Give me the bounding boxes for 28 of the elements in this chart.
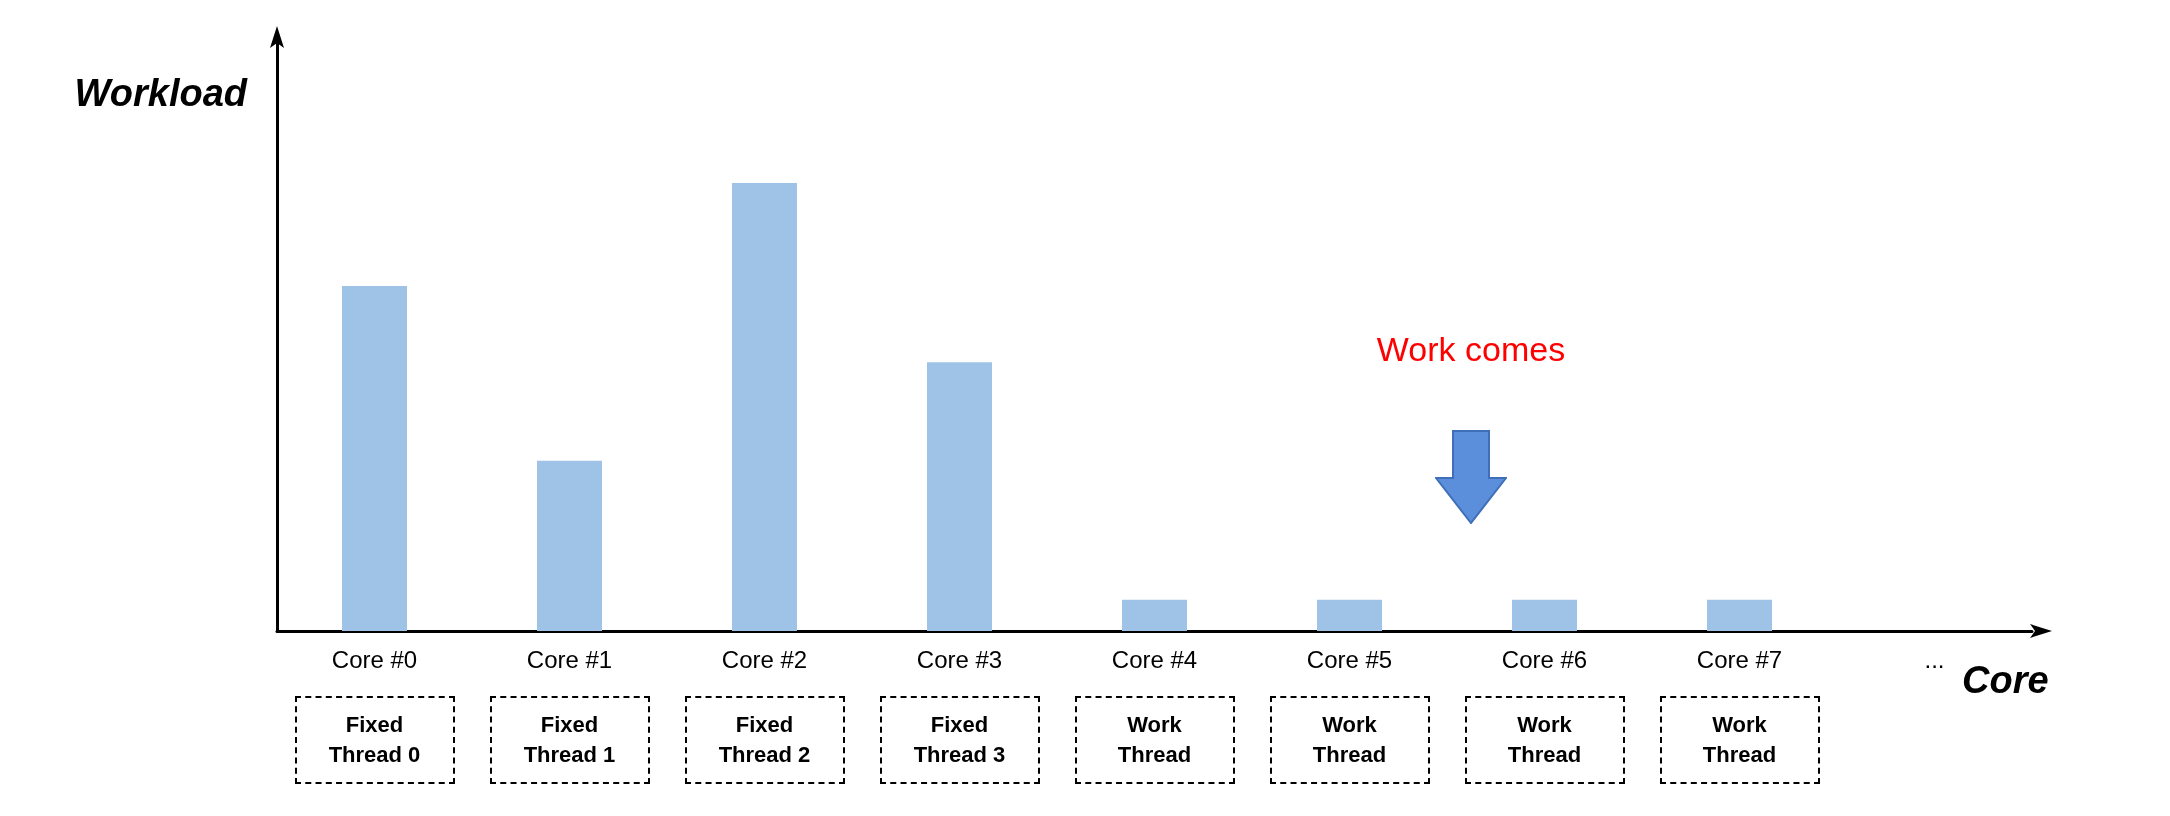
bar <box>732 183 797 631</box>
x-tick-label: Core #2 <box>721 645 808 673</box>
annotation: Work comes <box>1376 330 1566 369</box>
x-tick-label: Core #7 <box>1696 645 1783 673</box>
x-tick-label: Core #0 <box>331 645 418 673</box>
x-tick-label: ... <box>1924 645 1945 673</box>
x-axis-title: Core <box>1962 659 2049 701</box>
text: Fixed Thread 0 <box>294 696 455 784</box>
bar <box>342 286 407 631</box>
text: Fixed Thread 3 <box>879 696 1040 784</box>
bar <box>1512 599 1577 631</box>
x-tick-label: Core #4 <box>1111 645 1198 673</box>
x-tick-label: Core #3 <box>916 645 1003 673</box>
text: Fixed Thread 2 <box>684 696 845 784</box>
bar <box>1317 599 1382 631</box>
text: Work Thread <box>1659 696 1820 784</box>
bar <box>1122 599 1187 631</box>
bar <box>537 460 602 631</box>
x-tick-label: Core #1 <box>526 645 613 673</box>
y-axis-title: Workload <box>74 72 248 114</box>
text: Work Thread <box>1074 696 1235 784</box>
x-tick-label: Core #6 <box>1501 645 1588 673</box>
text: Work Thread <box>1269 696 1430 784</box>
bar <box>1707 599 1772 631</box>
text: Fixed Thread 1 <box>489 696 650 784</box>
text: Work Thread <box>1464 696 1625 784</box>
x-tick-label: Core #5 <box>1306 645 1393 673</box>
bar <box>927 362 992 631</box>
